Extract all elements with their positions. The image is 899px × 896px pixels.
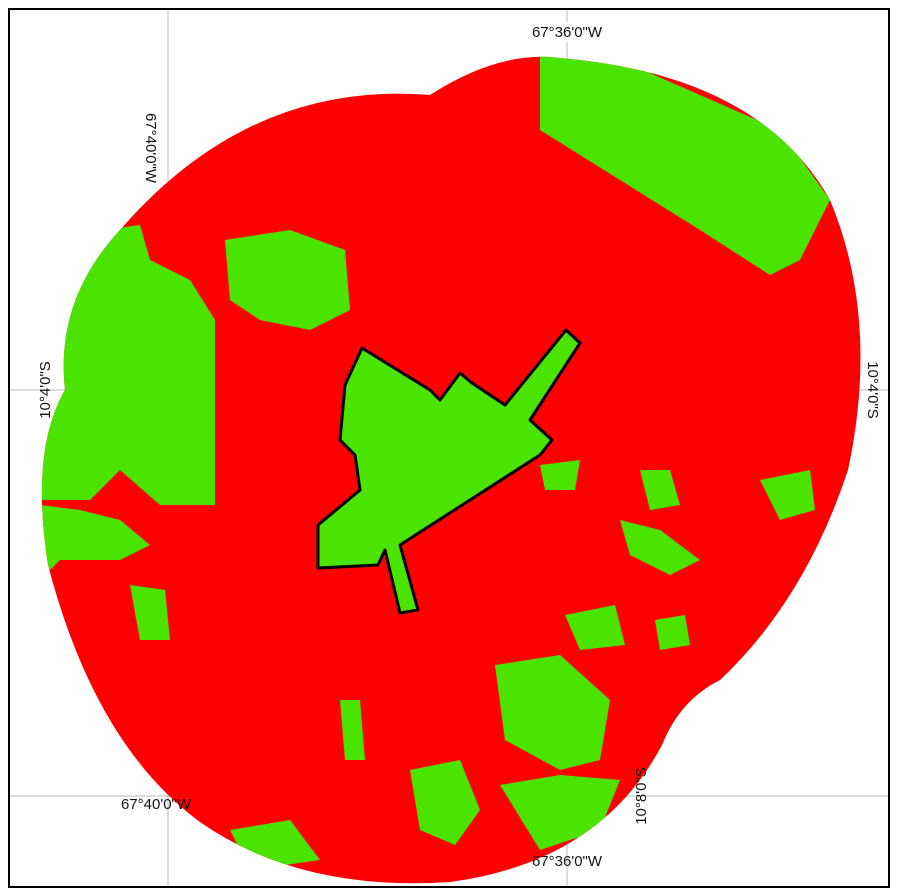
longitude-label: 67°36'0"W	[532, 853, 603, 870]
latitude-label: 10°4'0"S	[37, 361, 54, 419]
forest-patch	[655, 615, 690, 650]
forest-patch	[540, 460, 580, 490]
longitude-label: 67°36'0"W	[532, 24, 603, 41]
map: 67°36'0"W 67°40'0"W 10°4'0"S 10°4'0"S 67…	[0, 0, 899, 896]
latitude-label: 10°8'0"S	[633, 767, 650, 825]
longitude-label: 67°40'0"W	[121, 796, 192, 813]
longitude-label: 67°40'0"W	[142, 113, 159, 184]
latitude-label: 10°4'0"S	[864, 361, 881, 419]
